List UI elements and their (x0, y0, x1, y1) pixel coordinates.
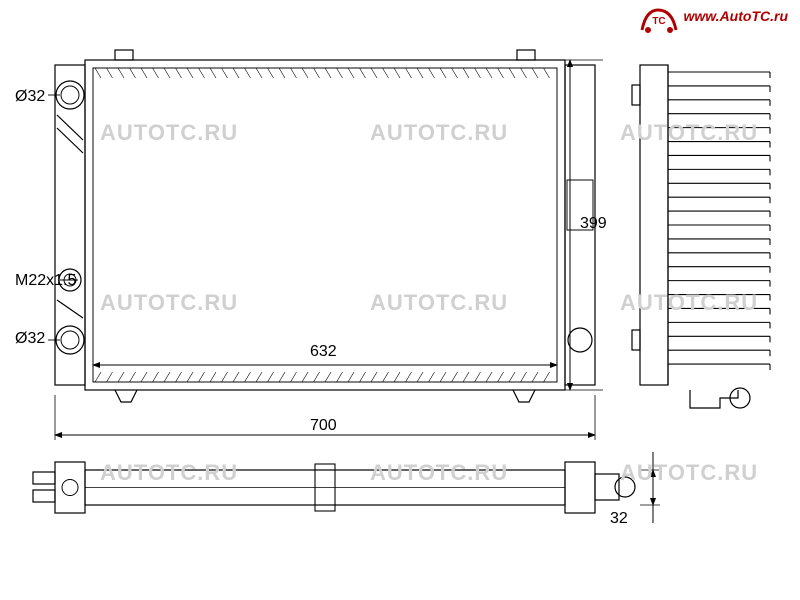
logo-url: www.AutoTC.ru (684, 8, 788, 24)
dim-thread: M22x1.5 (15, 272, 76, 290)
dim-depth: 32 (610, 510, 628, 528)
dim-port-bottom: Ø32 (15, 330, 45, 348)
dimension-lines (48, 60, 660, 523)
bottom-view (33, 462, 635, 513)
side-view (632, 65, 770, 408)
radiator-technical-drawing (0, 0, 800, 600)
dim-port-top: Ø32 (15, 88, 45, 106)
dim-inner-width: 632 (310, 343, 337, 361)
dim-outer-width: 700 (310, 417, 337, 435)
dim-height: 399 (580, 215, 607, 233)
diagram-container: AUTOTC.RUAUTOTC.RUAUTOTC.RUAUTOTC.RUAUTO… (0, 0, 800, 600)
logo-mark: TC (638, 6, 680, 34)
svg-text:TC: TC (652, 16, 665, 27)
